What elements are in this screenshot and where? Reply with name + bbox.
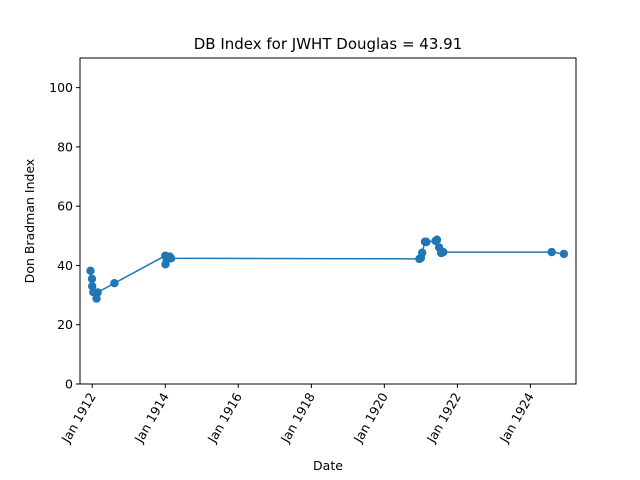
data-point — [439, 247, 448, 257]
data-point — [559, 249, 569, 259]
data-point — [422, 237, 431, 247]
data-point — [432, 235, 442, 244]
y-axis-label: Don Bradman Index — [22, 159, 37, 284]
y-tick-label: 20 — [57, 317, 73, 332]
y-tick-label: 100 — [49, 80, 73, 95]
x-axis-label: Date — [313, 458, 343, 473]
y-tick-label: 80 — [57, 139, 73, 154]
y-tick-label: 60 — [57, 199, 73, 214]
data-point — [86, 266, 95, 275]
data-point — [418, 248, 427, 257]
plot-frame — [79, 57, 577, 385]
data-point — [110, 279, 119, 288]
y-axis: 0 20 40 60 80 100 — [49, 80, 80, 392]
plot-marks — [86, 235, 569, 303]
y-tick-label: 40 — [57, 258, 73, 273]
data-point — [93, 288, 102, 297]
data-point — [87, 274, 97, 283]
data-point — [547, 247, 556, 257]
data-point — [166, 254, 176, 263]
chart-title: DB Index for JWHT Douglas = 43.91 — [194, 35, 463, 53]
y-tick-label: 0 — [65, 377, 73, 392]
